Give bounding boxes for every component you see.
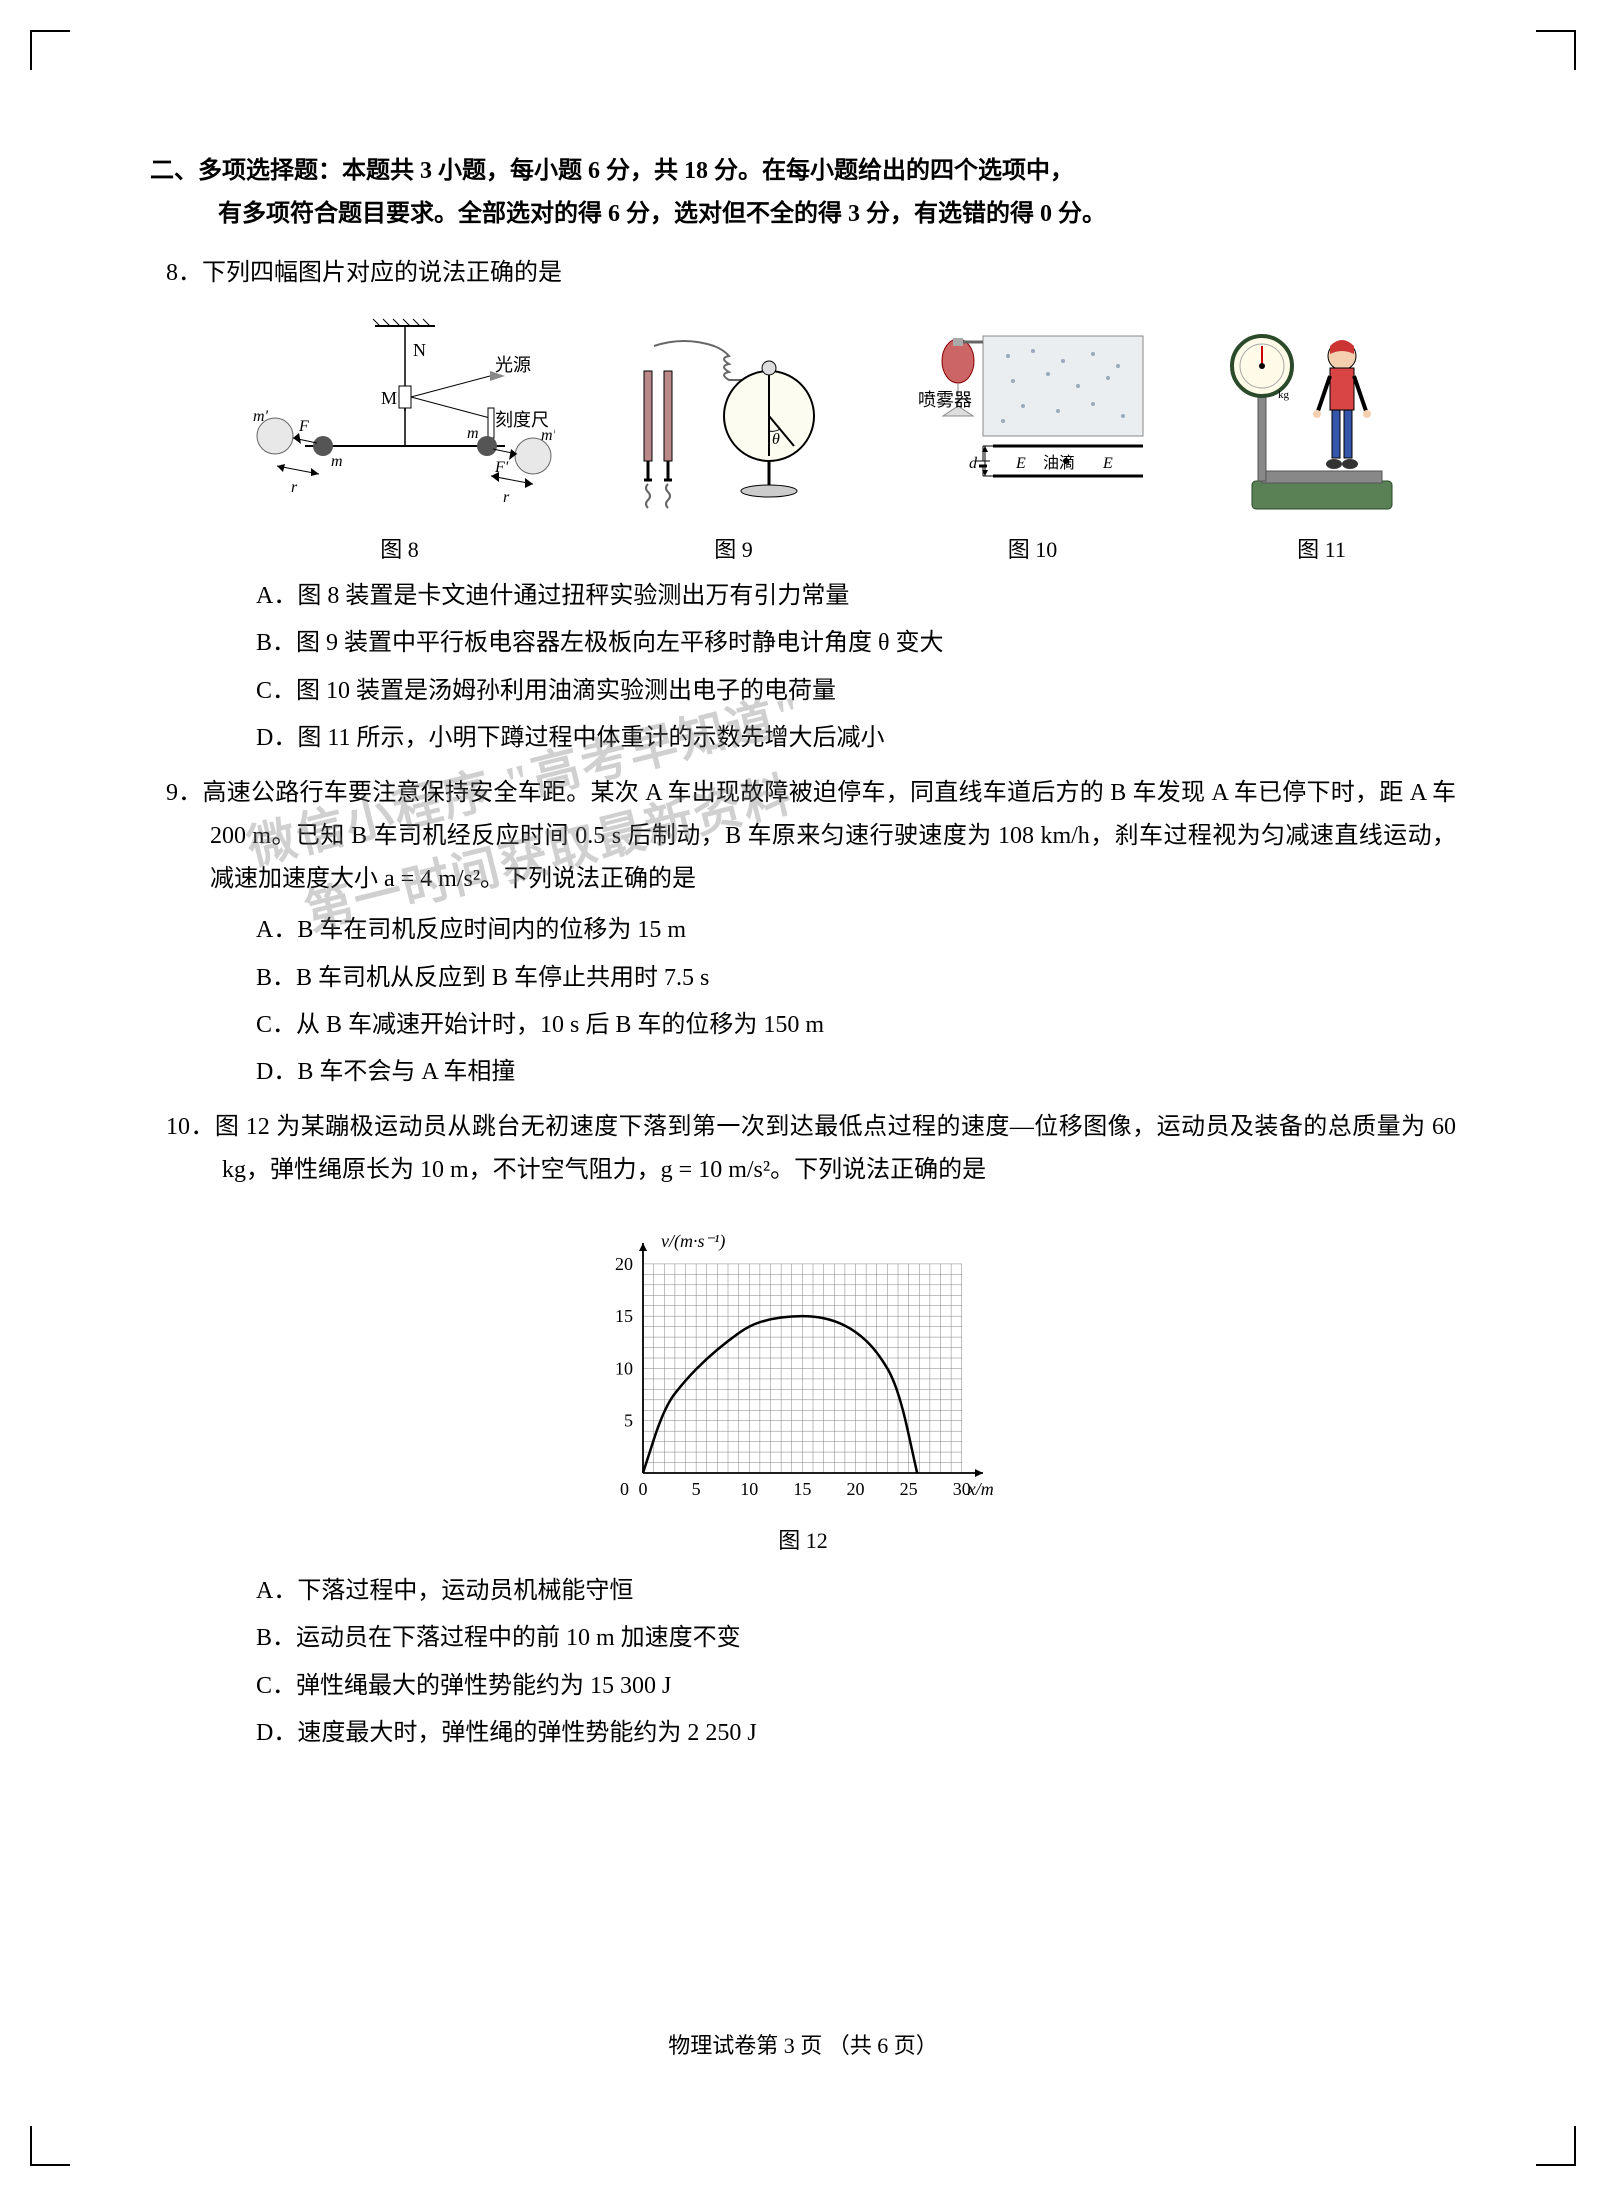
fig10-E2: E: [1102, 455, 1113, 472]
fig8-mp1: m': [253, 408, 269, 425]
q9-stem-text: 高速公路行车要注意保持安全车距。某次 A 车出现故障被迫停车，同直线车道后方的 …: [203, 780, 1457, 892]
section-label: 二、: [150, 158, 198, 184]
fig10-d: d: [969, 455, 978, 472]
q8-choice-C: C．图 10 装置是汤姆孙利用油滴实验测出电子的电荷量: [256, 670, 1456, 713]
svg-text:0: 0: [639, 1479, 648, 1499]
svg-text:0: 0: [620, 1479, 629, 1499]
fig10-E1: E: [1015, 455, 1026, 472]
q10-choice-D: D．速度最大时，弹性绳的弹性势能约为 2 250 J: [256, 1712, 1456, 1755]
svg-text:5: 5: [624, 1410, 633, 1430]
q10-stem: 10．图 12 为某蹦极运动员从跳台无初速度下落到第一次到达最低点过程的速度—位…: [150, 1106, 1456, 1192]
q8-choice-D: D．图 11 所示，小明下蹲过程中体重计的示数先增大后减小: [256, 717, 1456, 760]
q9-choice-D: D．B 车不会与 A 车相撞: [256, 1051, 1456, 1094]
section-title-1: 多项选择题：本题共 3 小题，每小题 6 分，共 18 分。在每小题给出的四个选…: [198, 158, 1074, 184]
q8-stem-text: 下列四幅图片对应的说法正确的是: [202, 260, 562, 286]
fig8-N: N: [413, 340, 426, 360]
q9-number: 9．: [166, 780, 203, 806]
svg-text:10: 10: [615, 1358, 633, 1378]
q9-choice-C: C．从 B 车减速开始计时，10 s 后 B 车的位移为 150 m: [256, 1004, 1456, 1047]
crop-mark-tl: [30, 30, 70, 70]
graph12-caption: 图 12: [778, 1521, 828, 1561]
fig8-F: F: [298, 418, 309, 435]
q8-stem: 8．下列四幅图片对应的说法正确的是: [150, 252, 1456, 295]
crop-mark-bl: [30, 2126, 70, 2166]
figure-10-svg: 喷雾器 d E 油滴 E: [913, 316, 1153, 516]
question-10: 10．图 12 为某蹦极运动员从跳台无初速度下落到第一次到达最低点过程的速度—位…: [150, 1106, 1456, 1755]
fig9-caption: 图 9: [714, 530, 753, 570]
fig8-caption: 图 8: [380, 530, 419, 570]
svg-text:15: 15: [793, 1479, 811, 1499]
q10-choice-C: C．弹性绳最大的弹性势能约为 15 300 J: [256, 1665, 1456, 1708]
crop-mark-tr: [1536, 30, 1576, 70]
q10-choice-A: A．下落过程中，运动员机械能守恒: [256, 1570, 1456, 1613]
fig8-r1: r: [291, 479, 298, 496]
q10-number: 10．: [166, 1114, 215, 1140]
section-header: 二、多项选择题：本题共 3 小题，每小题 6 分，共 18 分。在每小题给出的四…: [150, 150, 1456, 236]
fig11-kg: kg: [1278, 389, 1290, 401]
section-title-2: 有多项符合题目要求。全部选对的得 6 分，选对但不全的得 3 分，有选错的得 0…: [218, 193, 1456, 236]
fig10-oil: 油滴: [1043, 454, 1075, 472]
q10-choice-B: B．运动员在下落过程中的前 10 m 加速度不变: [256, 1617, 1456, 1660]
svg-text:20: 20: [615, 1254, 633, 1274]
svg-text:5: 5: [692, 1479, 701, 1499]
q8-choices: A．图 8 装置是卡文迪什通过扭秤实验测出万有引力常量 B．图 9 装置中平行板…: [150, 575, 1456, 760]
q9-choice-B: B．B 车司机从反应到 B 车停止共用时 7.5 s: [256, 957, 1456, 1000]
figure-11-svg: kg: [1222, 316, 1422, 516]
svg-text:20: 20: [847, 1479, 865, 1499]
q8-choice-B: B．图 9 装置中平行板电容器左极板向左平移时静电计角度 θ 变大: [256, 622, 1456, 665]
fig8-r2: r: [503, 489, 510, 506]
svg-text:x/m: x/m: [967, 1479, 994, 1499]
q8-choice-A: A．图 8 装置是卡文迪什通过扭秤实验测出万有引力常量: [256, 575, 1456, 618]
q9-choices: A．B 车在司机反应时间内的位移为 15 m B．B 车司机从反应到 B 车停止…: [150, 909, 1456, 1094]
figure-9-svg: θ: [624, 316, 844, 516]
crop-mark-br: [1536, 2126, 1576, 2166]
q10-stem-text: 图 12 为某蹦极运动员从跳台无初速度下落到第一次到达最低点过程的速度—位移图像…: [215, 1114, 1456, 1183]
fig8-light: 光源: [495, 355, 531, 375]
q10-choices: A．下落过程中，运动员机械能守恒 B．运动员在下落过程中的前 10 m 加速度不…: [150, 1570, 1456, 1755]
figure-11: kg 图 11: [1222, 316, 1422, 570]
fig8-M: M: [381, 388, 397, 408]
fig8-m1: m: [331, 453, 343, 470]
q8-figures-row: N M 光源 刻度尺 m m: [210, 316, 1456, 570]
figure-8: N M 光源 刻度尺 m m: [245, 316, 555, 570]
fig8-m2: m: [467, 425, 479, 442]
graph-12-svg: 05101520253051015200v/(m·s⁻¹)x/m: [573, 1213, 1033, 1513]
q9-stem: 9．高速公路行车要注意保持安全车距。某次 A 车出现故障被迫停车，同直线车道后方…: [150, 772, 1456, 902]
fig8-mp2: m': [541, 427, 555, 444]
figure-9: θ 图 9: [624, 316, 844, 570]
q10-graph: 05101520253051015200v/(m·s⁻¹)x/m 图 12: [150, 1213, 1456, 1561]
q9-choice-A: A．B 车在司机反应时间内的位移为 15 m: [256, 909, 1456, 952]
svg-text:10: 10: [740, 1479, 758, 1499]
fig10-caption: 图 10: [1008, 530, 1058, 570]
question-9: 9．高速公路行车要注意保持安全车距。某次 A 车出现故障被迫停车，同直线车道后方…: [150, 772, 1456, 1094]
fig10-spray: 喷雾器: [918, 390, 972, 410]
q8-number: 8．: [166, 260, 202, 286]
figure-8-svg: N M 光源 刻度尺 m m: [245, 316, 555, 516]
svg-text:25: 25: [900, 1479, 918, 1499]
fig9-theta: θ: [772, 431, 780, 448]
figure-10: 喷雾器 d E 油滴 E 图 10: [913, 316, 1153, 570]
svg-text:v/(m·s⁻¹): v/(m·s⁻¹): [661, 1231, 725, 1252]
fig11-caption: 图 11: [1297, 530, 1346, 570]
question-8: 8．下列四幅图片对应的说法正确的是 N M: [150, 252, 1456, 760]
page-footer: 物理试卷第 3 页 （共 6 页）: [0, 2026, 1606, 2066]
svg-text:15: 15: [615, 1306, 633, 1326]
